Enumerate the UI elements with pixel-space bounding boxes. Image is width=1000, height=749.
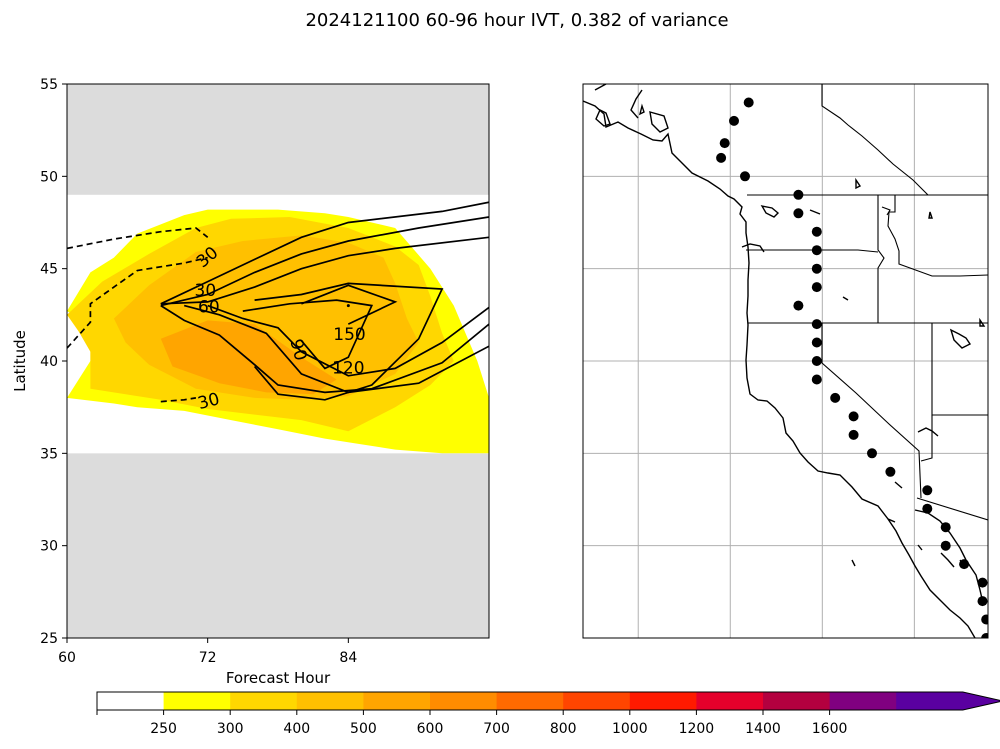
contour-line-4 <box>301 284 398 325</box>
map-frame <box>582 83 989 639</box>
colorbar-tick-label: 250 <box>150 721 177 737</box>
contour-label-2: 60 <box>198 297 220 317</box>
station-marker <box>811 319 822 330</box>
contour-label-4: 150 <box>333 325 365 345</box>
y-tick-label: 25 <box>40 631 58 647</box>
station-marker <box>940 540 951 551</box>
colorbar-swatch <box>496 692 564 710</box>
colorbar-swatch <box>629 692 697 710</box>
colorbar-tick-label: 800 <box>550 721 577 737</box>
station-marker <box>811 245 822 256</box>
station-marker <box>922 503 933 514</box>
x-tick-label: 72 <box>199 650 217 666</box>
contour-line-2 <box>160 236 489 305</box>
contour-label-5: 120 <box>332 358 364 378</box>
y-tick-label: 30 <box>40 539 58 555</box>
station-marker <box>848 429 859 440</box>
contour-line-9 <box>67 227 209 250</box>
contour-line-6 <box>183 304 489 394</box>
colorbar-tick-label: 1200 <box>679 721 715 737</box>
contour-line-1 <box>160 216 489 307</box>
station-marker <box>793 189 804 200</box>
political-borders <box>746 84 988 521</box>
station-marker <box>977 596 988 607</box>
station-marker <box>811 337 822 348</box>
contour-line-10 <box>67 256 208 349</box>
colorbar-swatch <box>563 692 631 710</box>
x-tick-label: 84 <box>339 650 357 666</box>
masked-region-1 <box>67 84 489 195</box>
station-marker <box>716 152 727 163</box>
y-tick-label: 35 <box>40 446 58 462</box>
station-marker <box>867 448 877 459</box>
figure-title: 2024121100 60-96 hour IVT, 0.382 of vari… <box>305 10 728 31</box>
station-marker <box>811 374 822 385</box>
contour-line-8 <box>242 299 374 370</box>
x-axis-label: Forecast Hour <box>226 669 331 687</box>
colorbar-tick-label: 1400 <box>745 721 781 737</box>
station-marker <box>811 263 822 274</box>
colorbar: 250 300 400 500 600 700 800 1000 1200 1400 1600 <box>96 691 1000 737</box>
colorbar-swatch <box>363 692 431 710</box>
contour-line-3 <box>253 282 444 401</box>
station-marker <box>811 282 822 293</box>
colorbar-tick-label: 400 <box>283 721 310 737</box>
colorbar-swatch <box>163 692 231 710</box>
ivt-fill-500 <box>160 320 337 395</box>
y-tick-label: 50 <box>40 169 58 185</box>
station-marker <box>981 614 988 625</box>
colorbar-tick-label: 300 <box>217 721 244 737</box>
colorbar-extend-arrow <box>896 692 1000 710</box>
station-marker <box>729 115 739 126</box>
station-marker <box>793 300 804 311</box>
y-axis-label: Latitude <box>11 330 29 392</box>
y-tick-label: 45 <box>40 262 58 278</box>
contour-line-11 <box>160 397 197 403</box>
station-marker <box>977 577 988 588</box>
station-marker <box>743 97 754 108</box>
y-tick-label: 55 <box>40 77 58 93</box>
contour-line-7 <box>207 304 489 377</box>
colorbar-swatch <box>763 692 831 710</box>
colorbar-outline <box>96 691 1000 711</box>
contour-line-5 <box>160 304 489 394</box>
masked-region-0 <box>67 453 489 638</box>
colorbar-tick-label: 600 <box>417 721 444 737</box>
station-marker <box>981 633 988 638</box>
station-marker <box>740 171 750 182</box>
station-marker <box>848 411 859 422</box>
colorbar-swatch <box>430 692 498 710</box>
colorbar-tick-label: 500 <box>350 721 377 737</box>
center-marker <box>346 304 350 308</box>
colorbar-tick-label: 1600 <box>812 721 848 737</box>
colorbar-swatch <box>296 692 364 710</box>
colorbar-swatch <box>696 692 764 710</box>
station-marker <box>719 138 730 149</box>
x-tick-label: 60 <box>58 650 76 666</box>
y-tick-label: 40 <box>40 354 58 370</box>
map-panel <box>582 83 989 639</box>
station-marker <box>793 208 804 219</box>
station-marker <box>940 522 951 533</box>
station-marker <box>959 559 970 570</box>
colorbar-swatch <box>829 692 897 710</box>
station-marker <box>830 392 841 403</box>
station-marker <box>811 226 822 237</box>
station-marker <box>922 485 933 496</box>
station-marker <box>811 356 822 366</box>
contour-label-1: 30 <box>195 281 217 301</box>
colorbar-tick-label: 1000 <box>612 721 648 737</box>
colorbar-swatch <box>97 692 165 710</box>
colorbar-swatch <box>230 692 298 710</box>
colorbar-tick-label: 700 <box>483 721 510 737</box>
contour-line-0 <box>160 201 489 305</box>
station-marker <box>885 466 896 477</box>
